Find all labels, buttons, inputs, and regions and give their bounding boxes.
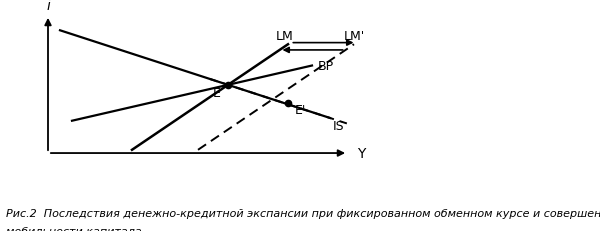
Text: E': E' xyxy=(295,103,307,116)
Text: E: E xyxy=(213,87,221,100)
Text: IS: IS xyxy=(333,119,344,132)
Text: мобильности капитала.: мобильности капитала. xyxy=(6,226,145,231)
Text: BP: BP xyxy=(318,60,334,73)
Text: i: i xyxy=(46,0,50,13)
Text: Рис.2  Последствия денежно-кредитной экспансии при фиксированном обменном курсе : Рис.2 Последствия денежно-кредитной эксп… xyxy=(6,208,600,218)
Text: LM: LM xyxy=(276,30,294,43)
Text: LM': LM' xyxy=(343,30,365,43)
Text: Y: Y xyxy=(357,146,365,160)
